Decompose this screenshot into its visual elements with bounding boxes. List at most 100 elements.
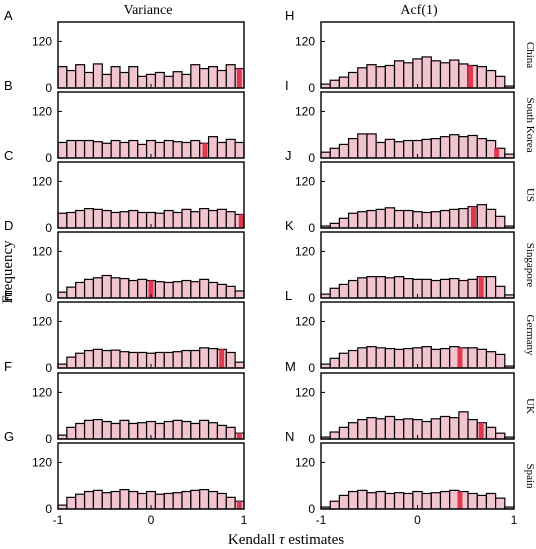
histogram-bar [403, 62, 414, 89]
observed-estimate-marker [219, 349, 225, 368]
y-tick-label: 120 [295, 104, 315, 118]
panel-letter: E [4, 288, 13, 303]
observed-estimate-marker [236, 68, 242, 88]
histogram-bar [476, 348, 488, 369]
histogram-bar [57, 291, 68, 299]
histogram-bar [357, 67, 368, 89]
histogram-bar [190, 349, 201, 369]
histogram-bar [92, 63, 103, 89]
histogram-bar [347, 71, 359, 89]
histogram-bar [83, 490, 95, 510]
histogram-bar [190, 211, 201, 229]
y-tick-label: 0 [308, 432, 315, 446]
histogram-bar [119, 277, 130, 299]
histogram-bar [83, 207, 95, 229]
histogram-bar [199, 207, 210, 229]
histogram-bar [476, 137, 488, 159]
histogram-bar [430, 418, 442, 440]
histogram-bar [66, 69, 77, 89]
histogram-bar [421, 211, 432, 229]
histogram-bar [128, 66, 139, 89]
histogram-bar [181, 279, 192, 299]
histogram-bar [172, 351, 183, 369]
histogram-bar [495, 353, 506, 369]
histogram-bar [137, 278, 148, 299]
histogram-bar [137, 492, 148, 510]
histogram-bar [119, 71, 130, 89]
observed-estimate-marker [148, 280, 154, 298]
histogram-bar [216, 208, 227, 229]
histogram-bar [458, 207, 469, 229]
x-tick-label: -1 [316, 513, 327, 527]
histogram-bar [66, 211, 77, 229]
histogram-bar [66, 426, 77, 440]
histogram-panel-I: 0 120 I South Korea [285, 78, 536, 165]
y-tick-label: 120 [295, 244, 315, 258]
histogram-bar [225, 426, 236, 440]
x-tick-label: 1 [511, 513, 518, 527]
histogram-bar [329, 287, 340, 299]
row-label-country: Germany [524, 315, 536, 356]
observed-estimate-marker [494, 148, 500, 158]
histogram-bar [75, 352, 86, 369]
histogram-bar [384, 347, 396, 369]
y-tick-label: 120 [32, 34, 52, 48]
histogram-bar [384, 277, 396, 299]
y-tick-label: 120 [32, 385, 52, 399]
histogram-panel-M: 0 120 M UK [285, 359, 536, 446]
histogram-bar [172, 71, 183, 89]
histogram-bar [329, 79, 340, 89]
histogram-bar [467, 134, 478, 159]
histogram-bar [384, 207, 396, 229]
histogram-bar [403, 347, 414, 369]
observed-estimate-marker [468, 65, 474, 88]
histogram-bar [439, 62, 451, 89]
histogram-bar [495, 285, 506, 299]
histogram-bar [75, 139, 86, 159]
histogram-bar [421, 420, 432, 440]
panel-letter: H [285, 8, 294, 23]
histogram-bar [181, 73, 192, 89]
histogram-bar [495, 497, 506, 510]
x-axis-label-prefix: Kendall [228, 532, 279, 548]
histogram-bar [172, 281, 183, 299]
histogram-bar [421, 346, 432, 369]
histogram-bar [449, 208, 460, 229]
row-label-country: US [524, 188, 536, 202]
histogram-bar [375, 347, 386, 369]
histogram-bar [338, 76, 350, 89]
histogram-bar [57, 66, 68, 89]
y-tick-label: 0 [45, 502, 52, 516]
histogram-bar [207, 347, 219, 369]
histogram-bar [485, 69, 497, 89]
y-tick-label: 0 [308, 151, 315, 165]
histogram-bar [154, 141, 165, 159]
histogram-bar [66, 496, 77, 510]
histogram-bar [375, 418, 386, 440]
histogram-bar [119, 419, 130, 440]
histogram-bar [403, 139, 414, 159]
histogram-bar [403, 209, 414, 229]
histogram-bar [430, 60, 442, 89]
histogram-bar [154, 422, 165, 440]
histogram-bar [207, 209, 219, 229]
histogram-bar [393, 141, 405, 159]
histogram-bar [366, 346, 377, 369]
y-tick-label: 120 [32, 244, 52, 258]
y-tick-label: 0 [45, 151, 52, 165]
histogram-bar [338, 143, 350, 159]
observed-estimate-marker [238, 214, 244, 228]
histogram-bar [216, 424, 227, 440]
panel-letter: B [4, 78, 13, 93]
histogram-bar [375, 141, 386, 159]
histogram-bar [75, 209, 86, 229]
histogram-bar [338, 494, 350, 510]
histogram-bar [101, 73, 112, 89]
histogram-bar [439, 415, 451, 440]
histogram-bar [83, 419, 95, 440]
histogram-bar [101, 420, 112, 440]
